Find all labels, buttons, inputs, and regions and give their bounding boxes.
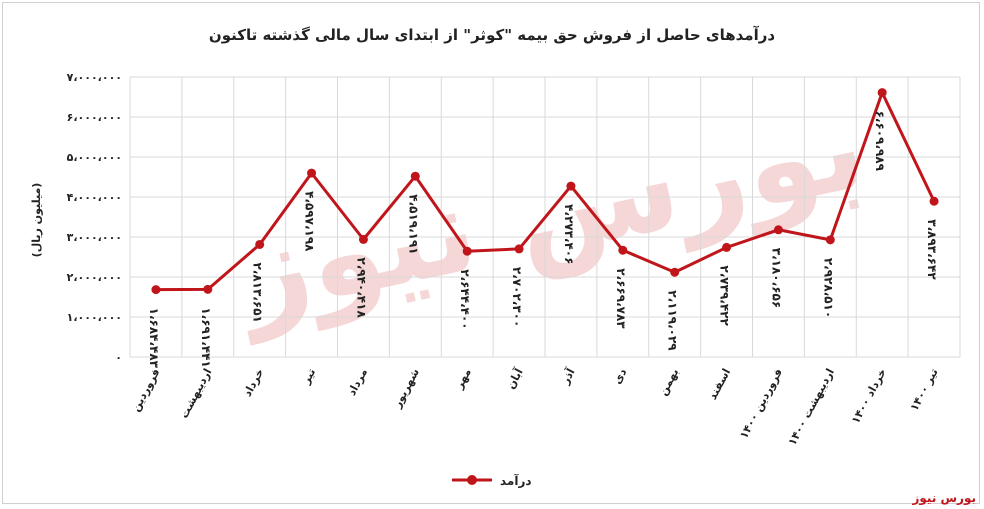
x-category-label: تیر ۱۴۰۰: [908, 366, 941, 413]
data-point: [929, 196, 939, 206]
x-category-label: مهر: [452, 366, 474, 391]
series-points: [151, 88, 939, 295]
data-point: [566, 181, 576, 191]
data-label: ۴،۵۹۷،۱۹۸: [303, 191, 317, 252]
data-point: [722, 242, 732, 252]
data-point: [514, 244, 524, 254]
data-point: [670, 267, 680, 277]
y-tick-label: ۵،۰۰۰،۰۰۰: [67, 151, 122, 164]
y-tick-label: ۷،۰۰۰،۰۰۰: [67, 71, 122, 84]
data-label: ۴،۲۷۳،۴۰۶: [562, 204, 576, 264]
x-category-label: اردیبهشت: [177, 366, 214, 420]
data-point: [618, 245, 628, 255]
data-label: ۲،۷۳۹،۴۲۲: [718, 265, 732, 326]
chart-title: درآمدهای حاصل از فروش حق بیمه "کوثر" از …: [209, 26, 775, 44]
data-point: [307, 168, 317, 178]
data-labels: ۱،۶۸۴،۴۸۳ ۱،۶۹۱،۴۴۱ ۲،۸۱۳،۶۵۱ ۴،۵۹۷،۱۹۸ ۲،۹۴…: [147, 111, 939, 369]
data-point: [825, 235, 835, 245]
y-tick-label: ۰: [115, 351, 122, 364]
data-label: ۲،۹۲۸،۵۱۰: [821, 258, 835, 318]
x-category-label: خرداد ۱۴۰۰: [849, 366, 889, 426]
data-label: ۲،۷۰۲،۳۰۰: [510, 267, 524, 327]
data-label: ۳،۸۹۳،۶۴۲: [925, 219, 939, 280]
x-category-label: خرداد: [241, 366, 266, 398]
x-category-label: دی: [611, 366, 630, 386]
x-category-label: آبان: [503, 366, 526, 392]
data-point: [877, 88, 887, 98]
gridlines: [129, 76, 961, 358]
y-tick-label: ۴،۰۰۰،۰۰۰: [67, 191, 122, 204]
brand-logo-text: بورس نیوز: [912, 491, 976, 505]
data-point: [151, 285, 161, 295]
data-point: [410, 171, 420, 181]
x-axis-categories: فروردین اردیبهشت خرداد تیر مرداد شهریور مهر آبا…: [129, 366, 941, 448]
data-point: [462, 246, 472, 256]
y-axis-label: (میلیون ریال): [30, 183, 43, 258]
data-label: ۲،۹۴۰،۴۱۸: [354, 257, 368, 318]
y-tick-label: ۶،۰۰۰،۰۰۰: [67, 111, 122, 124]
x-category-label: اردیبهشت ۱۴۰۰: [785, 366, 836, 447]
x-category-label: اسفند: [706, 366, 733, 402]
data-point: [773, 225, 783, 235]
y-tick-label: ۱،۰۰۰،۰۰۰: [67, 311, 122, 324]
series-line: [155, 91, 936, 292]
data-label: ۲،۶۴۴،۴۰۰: [458, 269, 472, 329]
data-label: ۱،۶۸۴،۴۸۳: [147, 308, 161, 369]
y-axis-ticks: ۰ ۱،۰۰۰،۰۰۰ ۲،۰۰۰،۰۰۰ ۳،۰۰۰،۰۰۰ ۴،۰۰۰،۰۰۰ ۵،۰…: [67, 71, 122, 364]
data-label: ۲،۱۱۹،۰۲۹: [666, 290, 680, 351]
x-category-label: تیر: [299, 366, 318, 387]
x-category-label: آذر: [557, 366, 577, 388]
data-label: ۲،۶۶۹،۷۸۳: [614, 268, 628, 329]
legend-marker: [467, 475, 477, 485]
y-tick-label: ۳،۰۰۰،۰۰۰: [67, 231, 122, 244]
x-category-label: مرداد: [345, 366, 370, 397]
data-label: ۶،۶۰۹،۹۸۹: [873, 111, 887, 172]
data-point: [358, 234, 368, 244]
x-category-label: فروردین ۱۴۰۰: [737, 366, 785, 441]
legend-label: درآمد: [500, 473, 532, 488]
data-label: ۲،۸۱۳،۶۵۱: [251, 262, 265, 322]
x-category-label: فروردین: [129, 366, 162, 414]
data-label: ۱،۶۹۱،۴۴۱: [199, 307, 213, 367]
data-label: ۴،۵۱۹،۱۹۱: [406, 194, 420, 254]
data-label: ۳،۱۸۰،۶۵۶: [769, 248, 783, 308]
data-point: [255, 239, 265, 249]
series-line-group: [155, 91, 936, 292]
x-category-label: شهریور: [390, 366, 422, 410]
legend: درآمد: [452, 473, 532, 488]
y-tick-label: ۲،۰۰۰،۰۰۰: [67, 271, 122, 284]
x-category-label: بهمن: [656, 366, 681, 397]
data-point: [203, 284, 213, 294]
